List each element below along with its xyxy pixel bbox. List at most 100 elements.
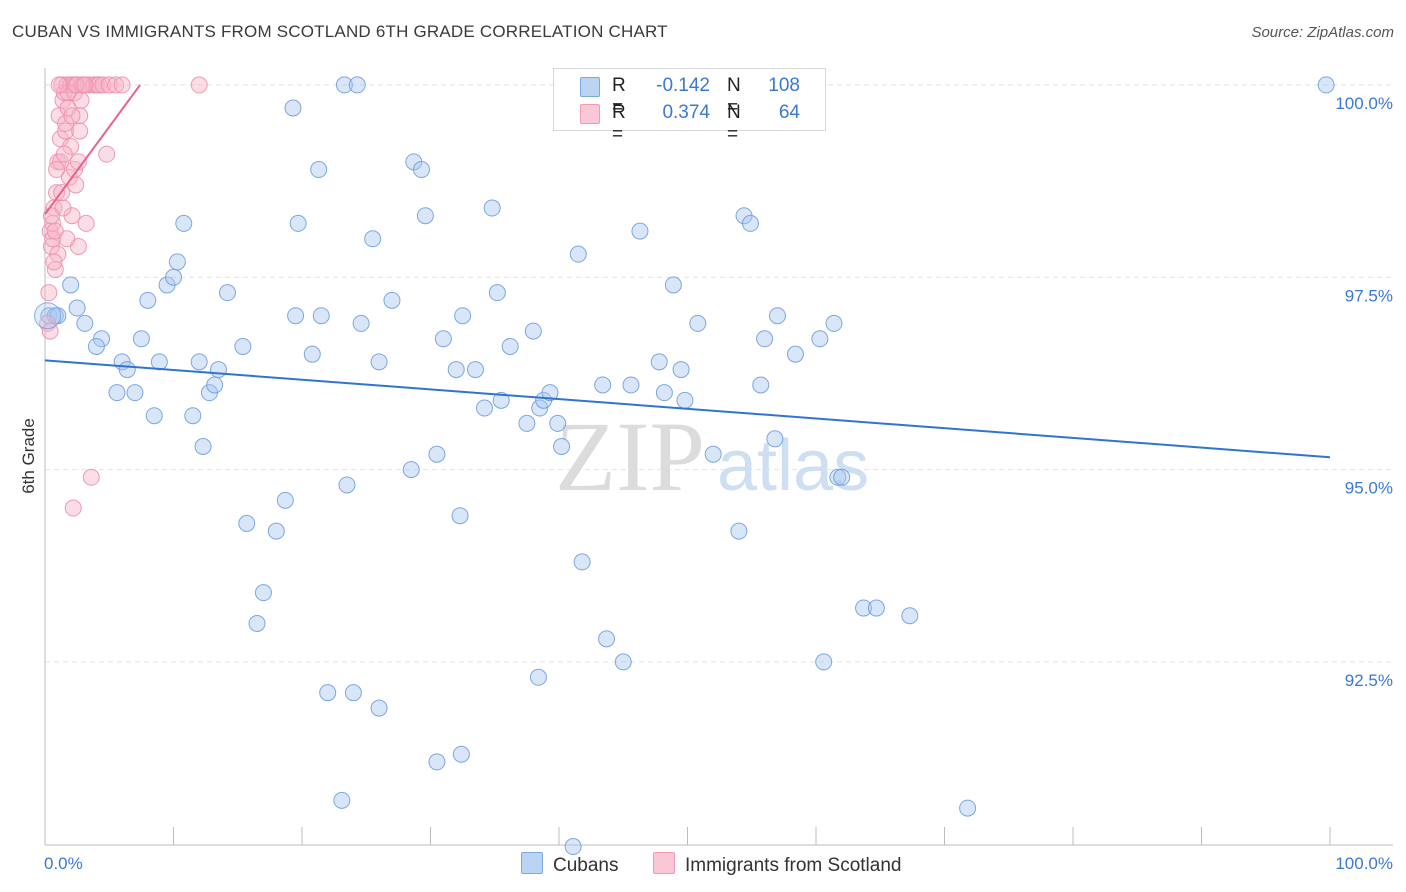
cubans-point xyxy=(348,76,366,94)
scotland-point xyxy=(67,76,85,94)
cubans-point xyxy=(867,599,885,617)
cubans-point xyxy=(664,276,682,294)
cubans-point xyxy=(370,699,388,717)
cubans-point xyxy=(741,214,759,232)
cubans-point xyxy=(428,445,446,463)
cubans-point xyxy=(175,214,193,232)
cubans-point xyxy=(319,684,337,702)
legend-item-cubans[interactable]: Cubans xyxy=(521,852,619,877)
label-layer: 92.5% 95.0% 97.5% 100.0% 0.0% 100.0% 6th Grade xyxy=(19,94,1393,873)
cubans-point xyxy=(594,376,612,394)
x-tick-label-min: 0.0% xyxy=(44,854,83,873)
cubans-point xyxy=(413,161,431,179)
cubans-point xyxy=(248,614,266,632)
cubans-point xyxy=(108,384,126,402)
scotland-point xyxy=(98,145,116,163)
cubans-point xyxy=(312,307,330,325)
cubans-point xyxy=(704,445,722,463)
cubans-legend-swatch xyxy=(521,852,543,874)
scotland-point xyxy=(94,76,112,94)
scotland-point xyxy=(100,76,118,94)
legend-item-scotland[interactable]: Immigrants from Scotland xyxy=(653,852,901,877)
cubans-point xyxy=(901,607,919,625)
cubans-point xyxy=(276,491,294,509)
cubans-point xyxy=(564,838,582,856)
cubans-point xyxy=(284,99,302,117)
cubans-point xyxy=(303,345,321,363)
cubans-point xyxy=(452,745,470,763)
cubans-point xyxy=(416,207,434,225)
cubans-point xyxy=(833,468,851,486)
cubans-point xyxy=(267,522,285,540)
cubans-trend-line xyxy=(44,359,1331,459)
scotland-point xyxy=(58,230,76,248)
cubans-point xyxy=(118,361,136,379)
x-tick-label-max: 100.0% xyxy=(1335,854,1393,873)
cubans-point xyxy=(631,222,649,240)
cubans-point xyxy=(541,384,559,402)
scotland-point xyxy=(64,499,82,517)
scotland-trend-line xyxy=(44,84,141,215)
cubans-point xyxy=(549,414,567,432)
cubans-point xyxy=(428,753,446,771)
axis-layer xyxy=(44,68,1393,846)
scotland-point xyxy=(76,76,94,94)
cubans-point xyxy=(287,307,305,325)
cubans-swatch xyxy=(580,77,600,97)
scotland-point xyxy=(107,76,125,94)
r-value: -0.142 xyxy=(656,75,710,96)
y-tick-label: 100.0% xyxy=(1335,94,1393,113)
r-value: 0.374 xyxy=(662,102,710,123)
y-axis-label: 6th Grade xyxy=(19,418,38,494)
cubans-point xyxy=(76,314,94,332)
cubans-point xyxy=(168,253,186,271)
scotland-point xyxy=(190,76,208,94)
cubans-point xyxy=(614,653,632,671)
cubans-point xyxy=(553,437,571,455)
scotland-point xyxy=(42,207,60,225)
scotland-point xyxy=(113,76,131,94)
scotland-point xyxy=(48,184,66,202)
cubans-point xyxy=(190,353,208,371)
chart-title: CUBAN VS IMMIGRANTS FROM SCOTLAND 6TH GR… xyxy=(12,22,668,41)
n-label: N = xyxy=(727,102,741,145)
y-tick-label: 97.5% xyxy=(1345,286,1393,305)
scotland-point xyxy=(50,76,68,94)
cubans-point xyxy=(483,199,501,217)
cubans-point xyxy=(573,553,591,571)
points-layer xyxy=(34,76,1335,856)
scotland-point xyxy=(82,468,100,486)
cubans-legend-label: Cubans xyxy=(553,855,619,876)
cubans-point xyxy=(451,507,469,525)
scotland-point xyxy=(49,245,67,263)
cubans-point xyxy=(194,437,212,455)
r-label: R = xyxy=(612,75,626,118)
cubans-point xyxy=(87,337,105,355)
cubans-point xyxy=(209,361,227,379)
scotland-point xyxy=(77,214,95,232)
cubans-point xyxy=(165,268,182,286)
cubans-point xyxy=(829,468,847,486)
watermark-atlas: atlas xyxy=(717,426,869,506)
grid-layer xyxy=(45,84,1393,663)
cubans-point xyxy=(238,514,256,532)
cubans-point xyxy=(811,330,829,348)
cubans-point xyxy=(370,353,388,371)
cubans-point xyxy=(150,353,168,371)
cubans-point xyxy=(466,361,484,379)
cubans-point xyxy=(333,791,351,809)
cubans-point xyxy=(766,430,784,448)
cubans-point xyxy=(383,291,401,309)
cubans-point xyxy=(254,584,272,602)
n-value: 108 xyxy=(768,75,800,96)
cubans-point xyxy=(569,245,587,263)
watermark: ZIP atlas xyxy=(555,401,869,512)
cubans-point xyxy=(310,161,328,179)
cubans-point xyxy=(959,799,977,817)
cubans-point xyxy=(344,684,362,702)
cubans-point xyxy=(1317,76,1335,94)
cubans-point xyxy=(524,322,542,340)
scotland-legend-label: Immigrants from Scotland xyxy=(685,855,902,876)
cubans-point xyxy=(132,330,150,348)
